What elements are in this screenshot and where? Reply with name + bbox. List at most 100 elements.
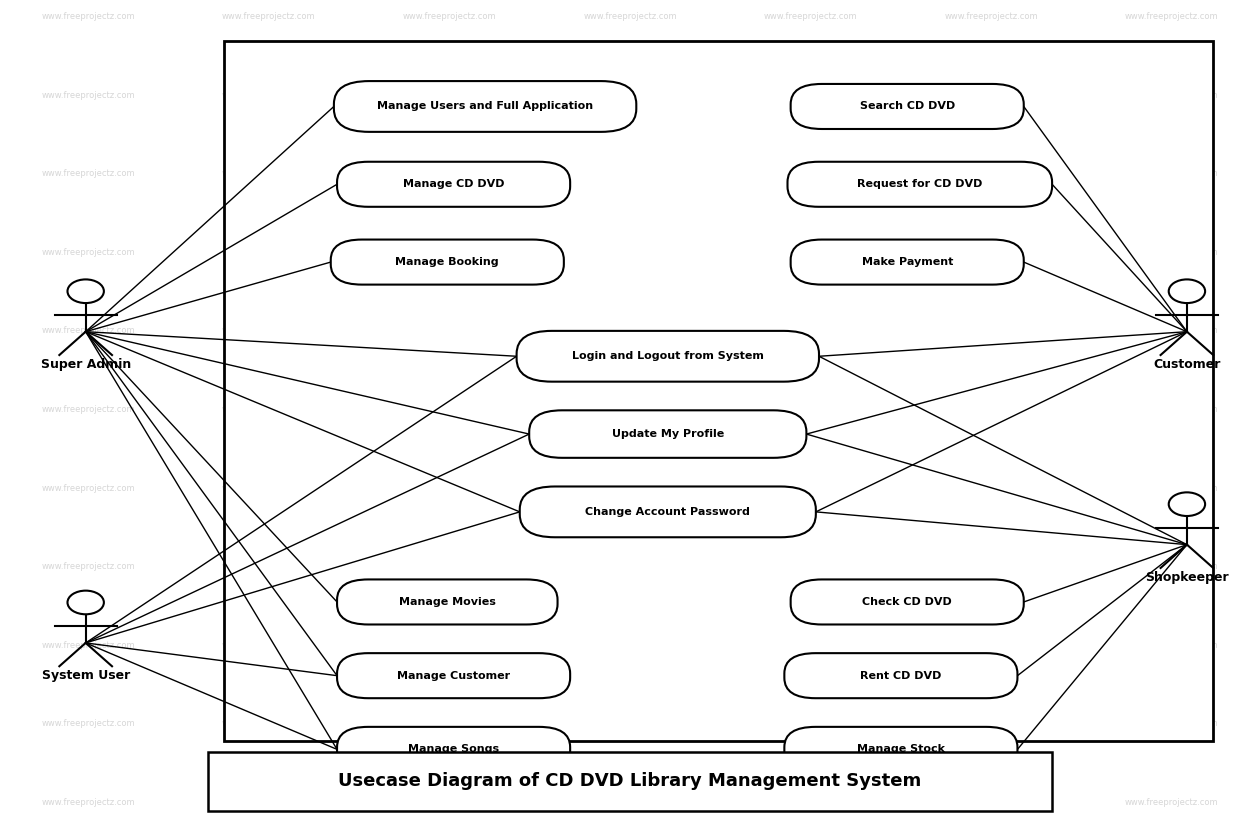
Bar [224,41,1213,741]
Text: www.freeprojectz.com: www.freeprojectz.com [403,248,496,256]
FancyBboxPatch shape [330,239,563,284]
Text: www.freeprojectz.com: www.freeprojectz.com [42,91,135,99]
Text: www.freeprojectz.com: www.freeprojectz.com [764,248,857,256]
Text: Shopkeeper: Shopkeeper [1145,571,1228,584]
Text: www.freeprojectz.com: www.freeprojectz.com [42,170,135,178]
Text: System User: System User [42,669,130,682]
Text: www.freeprojectz.com: www.freeprojectz.com [403,641,496,649]
Text: www.freeprojectz.com: www.freeprojectz.com [403,563,496,571]
Text: Manage Songs: Manage Songs [408,744,499,754]
Text: www.freeprojectz.com: www.freeprojectz.com [42,484,135,492]
Circle shape [1169,492,1205,516]
Text: www.freeprojectz.com: www.freeprojectz.com [1125,327,1218,335]
Text: Manage Customer: Manage Customer [397,671,510,681]
Text: www.freeprojectz.com: www.freeprojectz.com [222,405,315,414]
Text: www.freeprojectz.com: www.freeprojectz.com [583,248,677,256]
Text: www.freeprojectz.com: www.freeprojectz.com [403,405,496,414]
Text: Update My Profile: Update My Profile [611,429,724,439]
FancyBboxPatch shape [208,752,1052,811]
Text: www.freeprojectz.com: www.freeprojectz.com [42,12,135,20]
FancyBboxPatch shape [334,81,636,132]
Text: Make Payment: Make Payment [862,257,953,267]
Text: www.freeprojectz.com: www.freeprojectz.com [583,91,677,99]
FancyBboxPatch shape [336,161,570,206]
Text: www.freeprojectz.com: www.freeprojectz.com [945,484,1038,492]
Text: www.freeprojectz.com: www.freeprojectz.com [764,12,857,20]
Text: www.freeprojectz.com: www.freeprojectz.com [222,91,315,99]
Text: www.freeprojectz.com: www.freeprojectz.com [42,248,135,256]
Text: www.freeprojectz.com: www.freeprojectz.com [42,563,135,571]
Text: www.freeprojectz.com: www.freeprojectz.com [764,563,857,571]
Text: www.freeprojectz.com: www.freeprojectz.com [403,170,496,178]
Text: Request for CD DVD: Request for CD DVD [857,179,983,189]
Text: Manage CD DVD: Manage CD DVD [403,179,504,189]
Text: www.freeprojectz.com: www.freeprojectz.com [764,405,857,414]
Text: www.freeprojectz.com: www.freeprojectz.com [222,799,315,807]
Text: www.freeprojectz.com: www.freeprojectz.com [403,799,496,807]
Text: www.freeprojectz.com: www.freeprojectz.com [1125,12,1218,20]
Text: www.freeprojectz.com: www.freeprojectz.com [945,405,1038,414]
Text: www.freeprojectz.com: www.freeprojectz.com [222,484,315,492]
Text: Super Admin: Super Admin [40,358,131,371]
Text: www.freeprojectz.com: www.freeprojectz.com [42,799,135,807]
Text: www.freeprojectz.com: www.freeprojectz.com [583,799,677,807]
Text: www.freeprojectz.com: www.freeprojectz.com [42,641,135,649]
Text: Manage Stock: Manage Stock [857,744,945,754]
Text: Manage Users and Full Application: Manage Users and Full Application [377,102,593,111]
Text: www.freeprojectz.com: www.freeprojectz.com [222,248,315,256]
Text: www.freeprojectz.com: www.freeprojectz.com [945,91,1038,99]
Text: www.freeprojectz.com: www.freeprojectz.com [945,170,1038,178]
Text: www.freeprojectz.com: www.freeprojectz.com [583,484,677,492]
Text: Rent CD DVD: Rent CD DVD [861,671,941,681]
Text: www.freeprojectz.com: www.freeprojectz.com [42,405,135,414]
Text: www.freeprojectz.com: www.freeprojectz.com [1125,170,1218,178]
Text: www.freeprojectz.com: www.freeprojectz.com [583,563,677,571]
Text: www.freeprojectz.com: www.freeprojectz.com [583,405,677,414]
Text: www.freeprojectz.com: www.freeprojectz.com [1125,641,1218,649]
Text: www.freeprojectz.com: www.freeprojectz.com [222,327,315,335]
Text: www.freeprojectz.com: www.freeprojectz.com [42,720,135,728]
FancyBboxPatch shape [784,654,1017,698]
Text: www.freeprojectz.com: www.freeprojectz.com [1125,248,1218,256]
Text: www.freeprojectz.com: www.freeprojectz.com [764,641,857,649]
Text: Login and Logout from System: Login and Logout from System [572,351,764,361]
Text: www.freeprojectz.com: www.freeprojectz.com [764,484,857,492]
Text: www.freeprojectz.com: www.freeprojectz.com [403,91,496,99]
Text: www.freeprojectz.com: www.freeprojectz.com [583,641,677,649]
Text: www.freeprojectz.com: www.freeprojectz.com [42,327,135,335]
Circle shape [68,279,103,303]
FancyBboxPatch shape [791,239,1023,284]
Text: www.freeprojectz.com: www.freeprojectz.com [764,170,857,178]
Text: www.freeprojectz.com: www.freeprojectz.com [583,720,677,728]
Text: Customer: Customer [1153,358,1221,371]
Text: www.freeprojectz.com: www.freeprojectz.com [1125,563,1218,571]
FancyBboxPatch shape [529,410,806,458]
Text: Check CD DVD: Check CD DVD [862,597,953,607]
Text: www.freeprojectz.com: www.freeprojectz.com [222,170,315,178]
Text: www.freeprojectz.com: www.freeprojectz.com [583,170,677,178]
Text: www.freeprojectz.com: www.freeprojectz.com [222,12,315,20]
Text: www.freeprojectz.com: www.freeprojectz.com [764,327,857,335]
FancyBboxPatch shape [791,84,1023,129]
Text: www.freeprojectz.com: www.freeprojectz.com [945,12,1038,20]
Text: Search CD DVD: Search CD DVD [859,102,955,111]
FancyBboxPatch shape [519,486,816,537]
Text: www.freeprojectz.com: www.freeprojectz.com [764,720,857,728]
Text: www.freeprojectz.com: www.freeprojectz.com [222,563,315,571]
FancyBboxPatch shape [336,654,570,698]
Text: www.freeprojectz.com: www.freeprojectz.com [403,484,496,492]
FancyBboxPatch shape [791,580,1023,624]
Text: www.freeprojectz.com: www.freeprojectz.com [945,248,1038,256]
Text: www.freeprojectz.com: www.freeprojectz.com [1125,484,1218,492]
Text: www.freeprojectz.com: www.freeprojectz.com [1125,405,1218,414]
Text: www.freeprojectz.com: www.freeprojectz.com [945,327,1038,335]
Text: Manage Booking: Manage Booking [396,257,499,267]
Text: www.freeprojectz.com: www.freeprojectz.com [222,641,315,649]
Text: Usecase Diagram of CD DVD Library Management System: Usecase Diagram of CD DVD Library Manage… [339,772,921,790]
Text: Manage Movies: Manage Movies [399,597,495,607]
Text: www.freeprojectz.com: www.freeprojectz.com [583,327,677,335]
Text: www.freeprojectz.com: www.freeprojectz.com [1125,799,1218,807]
Circle shape [1169,279,1205,303]
Text: www.freeprojectz.com: www.freeprojectz.com [764,91,857,99]
FancyBboxPatch shape [336,727,570,771]
